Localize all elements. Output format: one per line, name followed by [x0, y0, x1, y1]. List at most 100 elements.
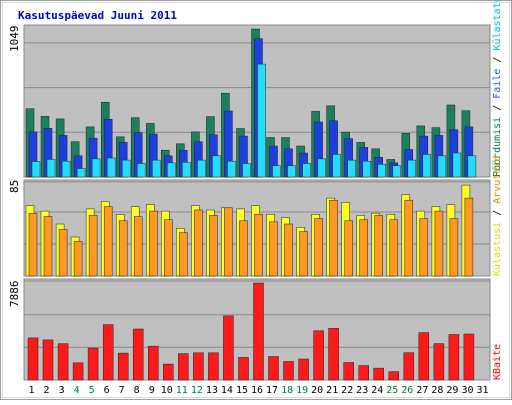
bar-middle-s1-d11	[179, 232, 188, 277]
x-tick-20: 20	[311, 385, 323, 396]
bar-bottom-s0-d8	[132, 328, 144, 381]
x-tick-5: 5	[89, 385, 95, 396]
bar-bottom-s0-d23	[358, 365, 369, 381]
bar-top-s2-d16	[257, 63, 266, 178]
x-tick-17: 17	[266, 385, 278, 396]
bar-top-s2-d30	[467, 155, 477, 178]
bar-top-s2-d28	[437, 155, 447, 178]
x-tick-9: 9	[149, 385, 155, 396]
x-tick-27: 27	[416, 385, 428, 396]
bar-top-s2-d7	[121, 159, 131, 178]
bar-top-s2-d5	[91, 158, 101, 178]
x-tick-29: 29	[446, 385, 458, 396]
x-tick-10: 10	[161, 385, 173, 396]
bar-middle-s1-d20	[314, 218, 323, 277]
bar-top-s2-d1	[31, 161, 41, 178]
x-tick-13: 13	[206, 385, 218, 396]
x-tick-21: 21	[326, 385, 338, 396]
bar-middle-s1-d29	[449, 218, 459, 277]
bar-middle-s1-d7	[118, 220, 128, 277]
bars-layer	[25, 28, 477, 381]
x-tick-15: 15	[236, 385, 248, 396]
x-tick-2: 2	[43, 385, 49, 396]
bar-top-s2-d12	[197, 159, 206, 178]
bar-bottom-s0-d9	[148, 345, 159, 381]
bar-bottom-s0-d13	[208, 352, 219, 381]
x-tick-23: 23	[356, 385, 368, 396]
x-tick-30: 30	[461, 385, 473, 396]
y-max-label-bottom: 7886	[8, 281, 21, 308]
bar-bottom-s0-d25	[388, 371, 400, 381]
bar-middle-s1-d30	[464, 197, 474, 277]
bar-top-s2-d19	[302, 163, 311, 178]
bar-bottom-s0-d17	[268, 356, 279, 381]
bar-middle-s1-d14	[224, 207, 233, 277]
x-tick-19: 19	[296, 385, 308, 396]
bar-middle-s1-d18	[284, 223, 293, 277]
y-max-label-middle: 85	[8, 180, 21, 193]
x-tick-3: 3	[59, 385, 65, 396]
bar-top-s2-d17	[272, 165, 281, 178]
x-tick-31: 31	[476, 385, 488, 396]
bar-top-s2-d25	[392, 165, 402, 178]
x-tick-6: 6	[104, 385, 110, 396]
bar-top-s2-d11	[182, 162, 191, 178]
x-tick-8: 8	[134, 385, 140, 396]
bar-middle-s1-d6	[103, 206, 113, 277]
bar-bottom-s0-d20	[313, 330, 324, 381]
bar-middle-s1-d23	[359, 219, 368, 277]
x-tick-7: 7	[119, 385, 125, 396]
x-tick-1: 1	[28, 385, 34, 396]
bar-top-s2-d2	[46, 159, 56, 178]
x-tick-14: 14	[221, 385, 233, 396]
bar-top-s2-d6	[106, 157, 116, 178]
side-legend-middle-part-2: Arvuteid	[492, 156, 503, 204]
bar-bottom-s0-d27	[418, 332, 430, 381]
bar-middle-s1-d9	[149, 210, 158, 277]
bar-middle-s1-d3	[58, 229, 68, 277]
chart-frame-inner	[2, 2, 510, 398]
side-legend-top-part-4: Külastatud lehekülgi	[492, 0, 503, 51]
bar-bottom-s0-d11	[178, 353, 189, 381]
bar-middle-s1-d19	[299, 231, 308, 277]
side-legend-middle: Külastusi / Arvuteid	[492, 156, 503, 276]
bar-top-s2-d10	[167, 162, 176, 178]
x-tick-11: 11	[176, 385, 188, 396]
bar-top-s2-d27	[422, 154, 432, 178]
bar-bottom-s0-d1	[27, 337, 39, 381]
bar-middle-s1-d10	[164, 219, 173, 277]
bar-middle-s1-d1	[28, 212, 38, 277]
bar-bottom-s0-d6	[102, 324, 114, 381]
bar-middle-s1-d2	[43, 216, 53, 277]
side-legend-middle-part-0: Külastusi	[492, 222, 503, 276]
bar-middle-s1-d13	[209, 215, 218, 277]
bar-middle-s1-d12	[194, 209, 203, 277]
bar-top-s2-d4	[76, 168, 86, 178]
bar-top-s2-d13	[212, 155, 221, 178]
bar-middle-s1-d8	[133, 216, 143, 277]
x-tick-12: 12	[191, 385, 203, 396]
bar-top-s2-d20	[317, 158, 326, 178]
bar-top-s2-d9	[152, 159, 161, 178]
bar-bottom-s0-d18	[283, 361, 294, 381]
x-tick-18: 18	[281, 385, 293, 396]
bar-top-s2-d18	[287, 165, 296, 178]
x-tick-25: 25	[386, 385, 398, 396]
bar-top-s2-d15	[242, 163, 251, 178]
bar-middle-s1-d25	[389, 219, 399, 277]
bar-middle-s1-d28	[434, 210, 444, 277]
x-tick-4: 4	[74, 385, 80, 396]
bar-bottom-s0-d14	[223, 315, 234, 381]
bar-middle-s1-d17	[269, 221, 278, 277]
bar-middle-s1-d27	[419, 218, 429, 277]
side-legend-top-part-3: /	[492, 51, 503, 69]
bar-middle-s1-d26	[404, 199, 414, 277]
chart-title: Kasutuspäevad Juuni 2011	[18, 9, 177, 22]
x-tick-labels: 1 2 3 4 5 6 7 8 9 10 11 12 13 14 15 16 17 18 19 20 21 22 23 24 2…	[28, 385, 488, 396]
bar-middle-s1-d15	[239, 220, 248, 277]
bar-bottom-s0-d10	[163, 363, 174, 381]
bar-bottom-s0-d29	[448, 334, 460, 381]
bar-top-s2-d24	[377, 164, 386, 178]
x-tick-16: 16	[251, 385, 263, 396]
